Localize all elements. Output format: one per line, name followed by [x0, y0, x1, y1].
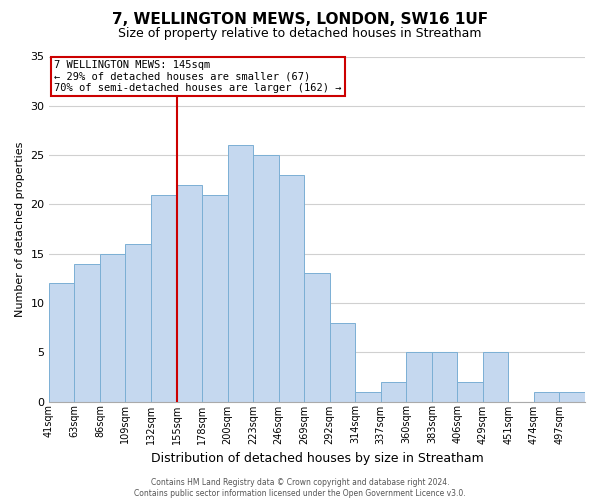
- Bar: [125, 244, 151, 402]
- Text: Size of property relative to detached houses in Streatham: Size of property relative to detached ho…: [118, 28, 482, 40]
- Bar: [406, 352, 432, 402]
- Bar: [100, 254, 125, 402]
- Bar: [329, 322, 355, 402]
- Bar: [151, 194, 176, 402]
- Bar: [381, 382, 406, 402]
- Bar: [559, 392, 585, 402]
- Text: 7 WELLINGTON MEWS: 145sqm
← 29% of detached houses are smaller (67)
70% of semi-: 7 WELLINGTON MEWS: 145sqm ← 29% of detac…: [54, 60, 342, 93]
- Bar: [227, 145, 253, 402]
- X-axis label: Distribution of detached houses by size in Streatham: Distribution of detached houses by size …: [151, 452, 483, 465]
- Bar: [278, 175, 304, 402]
- Bar: [432, 352, 457, 402]
- Bar: [74, 264, 100, 402]
- Bar: [534, 392, 559, 402]
- Text: 7, WELLINGTON MEWS, LONDON, SW16 1UF: 7, WELLINGTON MEWS, LONDON, SW16 1UF: [112, 12, 488, 28]
- Bar: [202, 194, 227, 402]
- Bar: [49, 283, 74, 402]
- Bar: [253, 155, 278, 402]
- Bar: [457, 382, 483, 402]
- Bar: [483, 352, 508, 402]
- Bar: [355, 392, 381, 402]
- Bar: [176, 184, 202, 402]
- Text: Contains HM Land Registry data © Crown copyright and database right 2024.
Contai: Contains HM Land Registry data © Crown c…: [134, 478, 466, 498]
- Bar: [304, 274, 329, 402]
- Y-axis label: Number of detached properties: Number of detached properties: [15, 142, 25, 316]
